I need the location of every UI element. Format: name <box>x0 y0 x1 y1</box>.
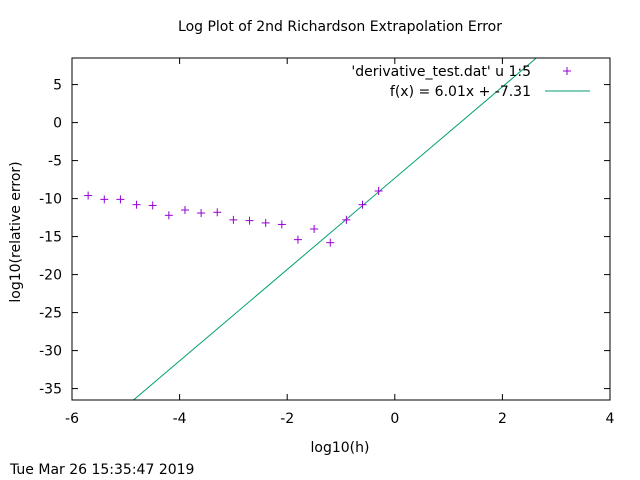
data-point <box>164 211 173 220</box>
data-point <box>213 208 222 217</box>
x-tick-label: 4 <box>606 411 615 427</box>
data-point <box>326 238 335 247</box>
y-tick-label: -35 <box>39 382 62 398</box>
data-point <box>358 200 367 209</box>
data-point <box>180 206 189 214</box>
data-point <box>277 220 286 229</box>
plot-frame <box>71 57 611 401</box>
x-tick-label: -6 <box>65 411 79 427</box>
timestamp: Tue Mar 26 15:35:47 2019 <box>9 462 194 478</box>
legend-label: f(x) = 6.01x + -7.31 <box>390 84 531 100</box>
y-tick-label: -10 <box>39 192 62 208</box>
data-point <box>342 215 351 224</box>
data-point <box>100 195 109 204</box>
data-point <box>84 191 93 200</box>
x-axis-label: log10(h) <box>311 440 370 456</box>
data-point <box>310 225 319 233</box>
plot-area: -6 -4 -2 0 2 450-5-10-15-20-25-30-35'derivati… <box>39 57 615 427</box>
fit-line <box>132 58 538 400</box>
data-point <box>293 235 302 244</box>
chart-title: Log Plot of 2nd Richardson Extrapolation… <box>178 19 502 35</box>
y-axis-label: log10(relative error) <box>8 161 24 302</box>
data-point <box>245 216 254 225</box>
x-tick-label: 2 <box>498 411 507 427</box>
x-tick-label: 0 <box>390 411 399 427</box>
data-point <box>116 195 125 204</box>
y-tick-label: -30 <box>39 344 62 360</box>
data-point <box>374 187 383 195</box>
y-tick-label: -15 <box>39 230 62 246</box>
data-point <box>132 200 141 209</box>
legend-label: 'derivative_test.dat' u 1:5 <box>351 64 531 80</box>
data-point <box>148 201 157 210</box>
legend-marker <box>563 67 571 75</box>
y-tick-label: -5 <box>48 154 62 170</box>
x-tick-label: -4 <box>173 411 187 427</box>
y-tick-label: -20 <box>39 268 62 284</box>
data-point <box>197 209 206 218</box>
data-point <box>261 218 270 227</box>
y-tick-label: -25 <box>39 306 62 322</box>
y-tick-label: 0 <box>53 116 62 132</box>
data-point <box>229 215 238 224</box>
y-tick-label: 5 <box>53 78 62 94</box>
x-tick-label: -2 <box>280 411 294 427</box>
